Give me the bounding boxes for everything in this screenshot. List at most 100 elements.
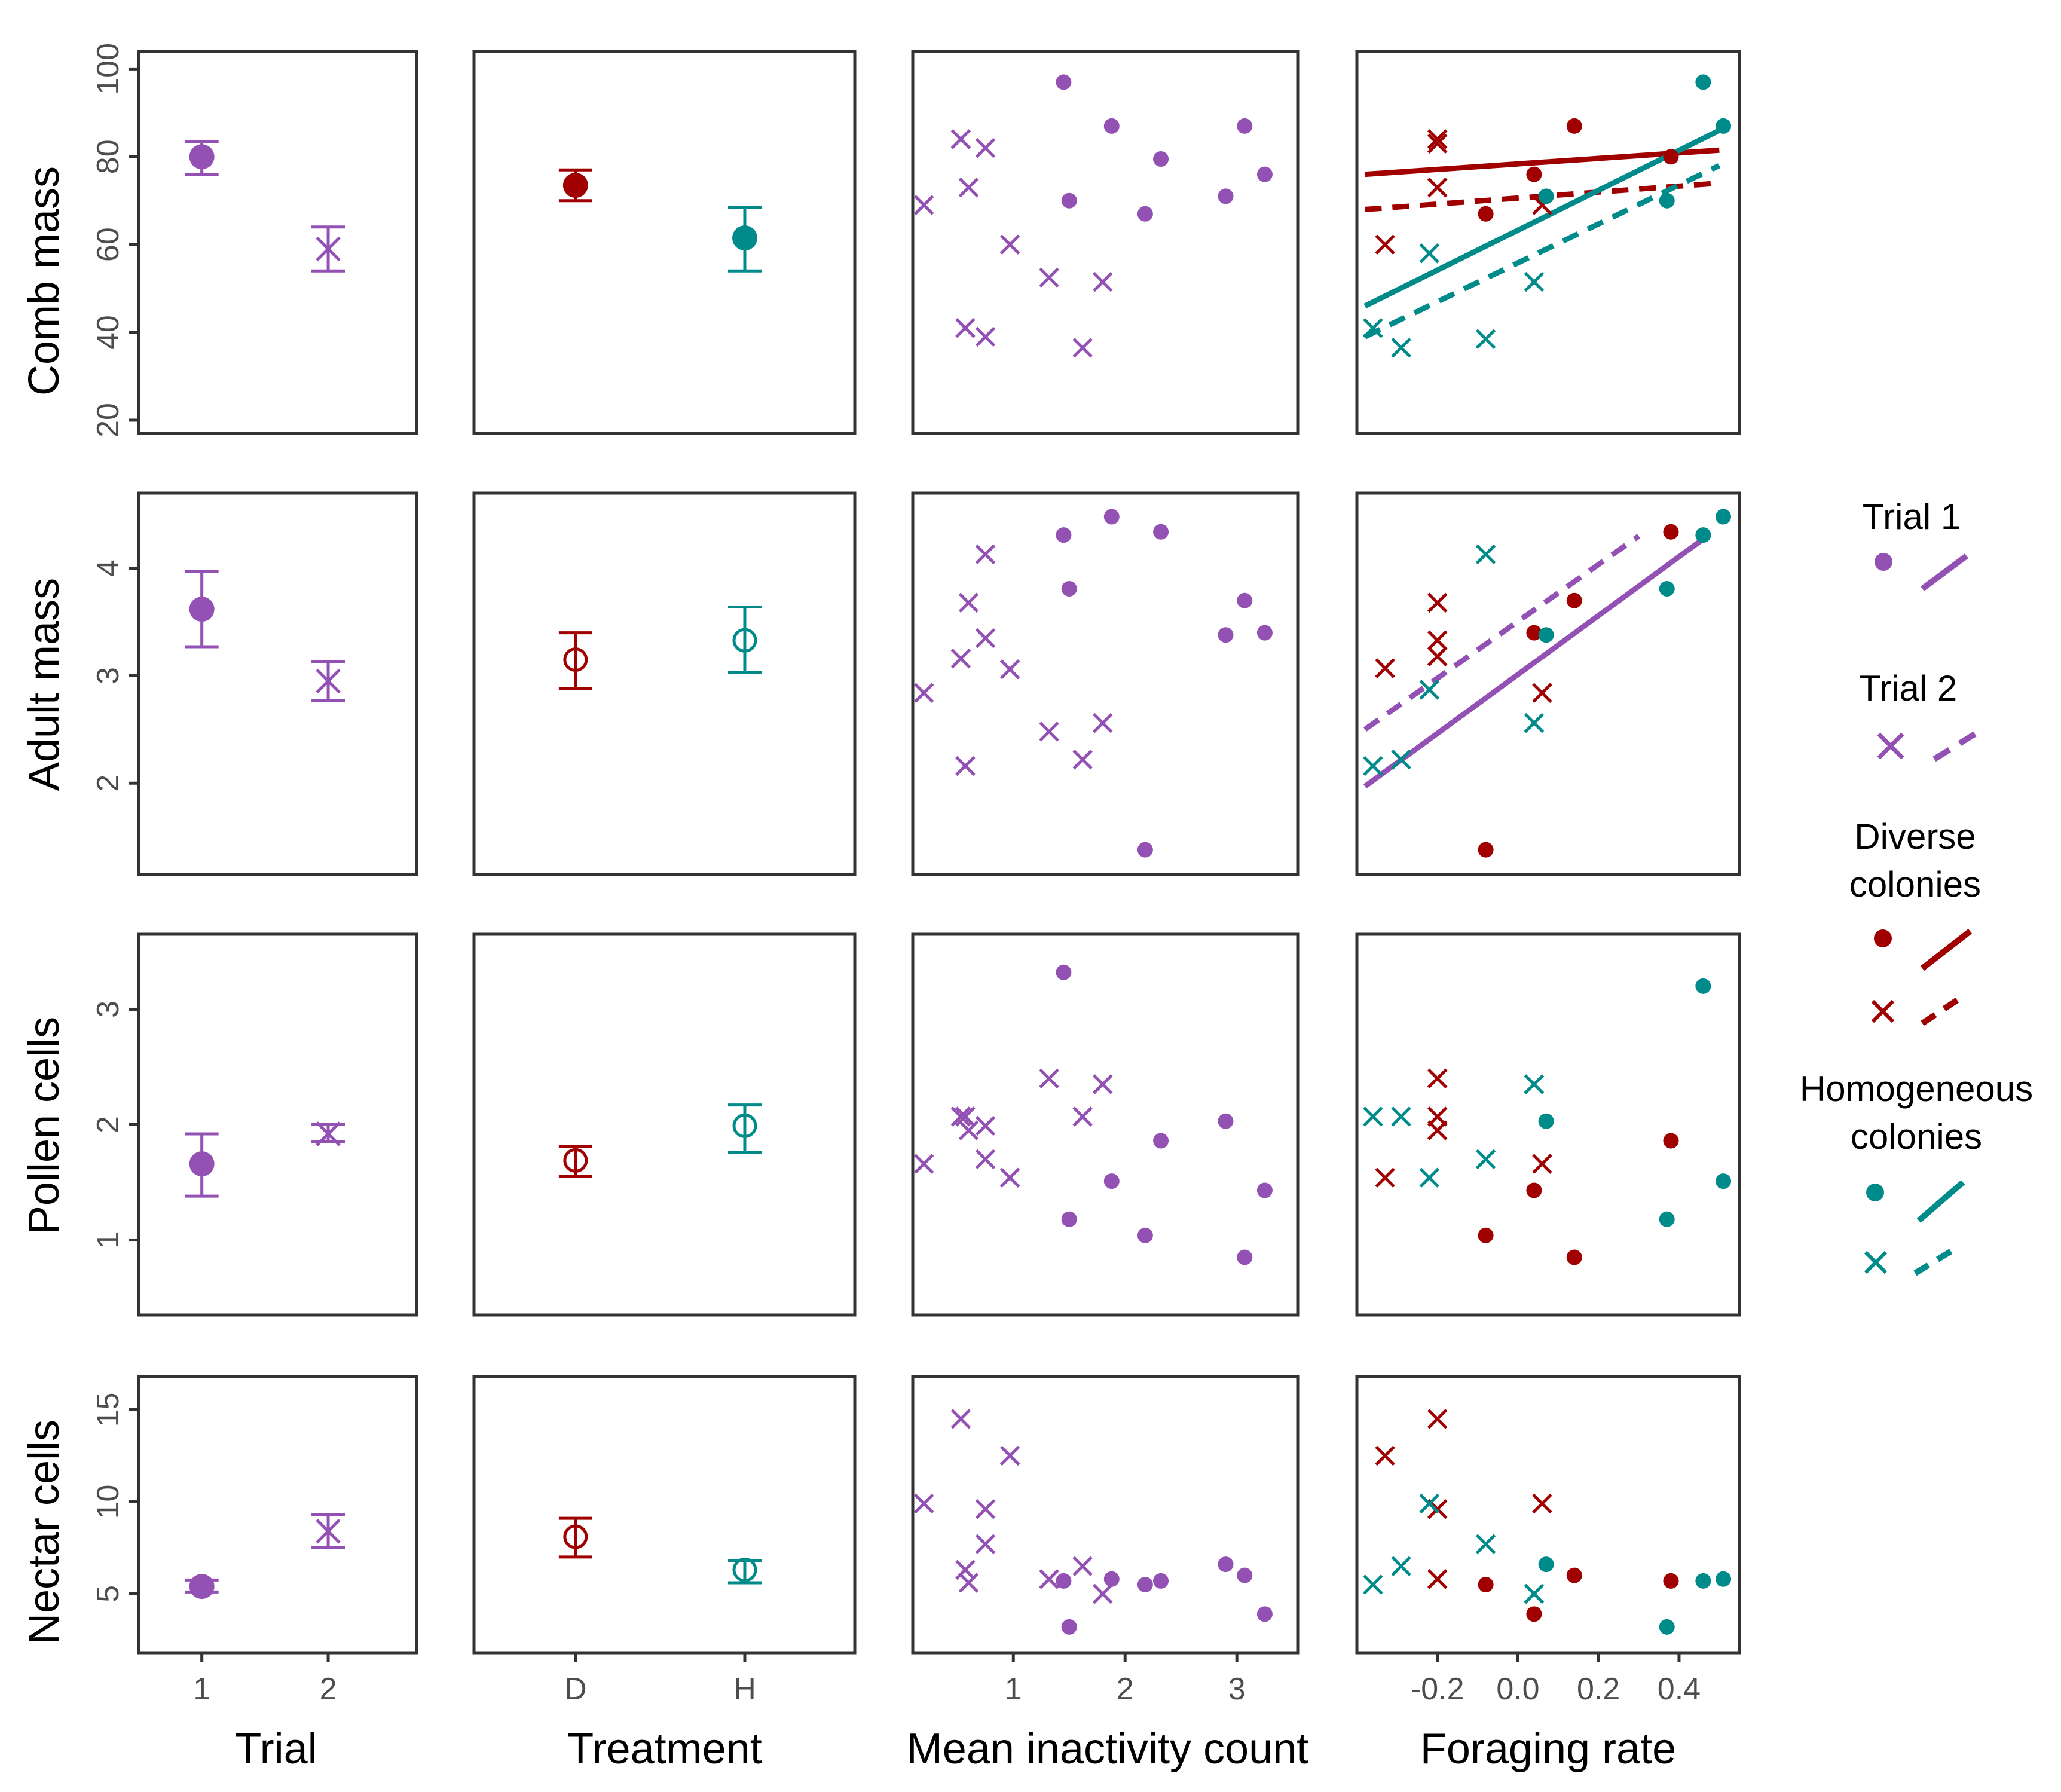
foraging-point-D-t1-r3-2 [1566,1567,1582,1583]
panel-frame-r2-c1 [472,932,857,1317]
foraging-point-D-t2-r2-1 [1427,1068,1448,1089]
inactivity-point-t2-r3-5 [1039,1569,1059,1589]
inactivity-point-t2-r2-6-stroke-b [1093,1074,1113,1094]
trial1-mean-point [189,597,215,622]
foraging-point-H-t1-r3-0 [1538,1556,1554,1573]
inactivity-point-t2-r0-9-stroke-b [975,326,996,347]
panel-grid: 20 40 60 80 100 2 3 4 1 2 3 5 10 15 1 2 D H 1 2 3 -0.2 0.0 0.2 0… [91,43,1741,1707]
inactivity-point-t2-r3-8 [955,1559,976,1580]
xlabel-treatment: Treatment [567,1725,762,1773]
foraging-point-H-t2-r1-2-stroke-b [1419,680,1440,700]
trial-mean-r3-0 [185,1574,219,1600]
trial2-mean-point [316,236,341,262]
foraging-point-D-t2-r0-0-stroke-b [1375,234,1395,255]
foraging-point-H-t2-r1-0 [1363,756,1383,776]
inactivity-point-t1-r1-7 [1137,842,1153,858]
ylabel-adult-mass: Adult mass [20,578,68,791]
trial-mean-r2-0 [185,1132,219,1198]
trial-mean-r1-0 [185,570,219,649]
foraging-point-H-t1-r2-3 [1716,1173,1732,1189]
inactivity-point-t2-r3-1 [950,1409,971,1429]
inactivity-point-t2-r2-5 [1039,1068,1059,1089]
inactivity-point-t1-r3-7 [1137,1577,1153,1593]
xtick-label-c2-0: 1 [1005,1672,1022,1707]
inactivity-point-t1-r0-5 [1256,166,1273,182]
foraging-point-H-t2-r2-4 [1524,1074,1545,1094]
panel-frame-r0-c1 [472,50,857,435]
legend-diverse-line [1920,929,1973,971]
trial1-mean-point [189,1574,215,1600]
inactivity-point-t2-r1-1-stroke-b [950,648,971,669]
foraging-point-H-t2-r1-3-stroke-b [1475,544,1496,565]
foraging-point-D-t2-r3-2-stroke-b [1427,1499,1448,1519]
foraging-point-H-t2-r3-0-stroke-b [1363,1574,1383,1595]
inactivity-point-t2-r2-3 [975,1115,996,1136]
legend-trial1-line [1921,553,1968,592]
y-axis-labels: Comb mass Adult mass Pollen cells Nectar… [20,166,68,1644]
inactivity-point-t2-r0-2-stroke-b [958,177,979,198]
foraging-point-H-t2-r2-1-stroke-b [1391,1106,1411,1127]
trial2-mean-point [316,668,341,694]
ytick-label-r1-1: 3 [91,667,126,684]
inactivity-point-t1-r1-1 [1103,509,1120,525]
foraging-point-D-t2-r2-3-stroke-b [1427,1120,1448,1140]
inactivity-point-t2-r1-3 [975,544,996,565]
foraging-point-D-t2-r3-0 [1375,1445,1395,1466]
treatment-mean-r3-1 [727,1557,762,1585]
foraging-point-H-t1-r3-1 [1659,1619,1675,1635]
foraging-point-D-t2-r1-1-stroke-b [1427,592,1448,613]
panel-frame-r1-c2 [911,491,1300,876]
foraging-point-H-t2-r1-1-stroke-b [1391,749,1411,770]
trial2-mean-point [316,1121,341,1146]
foraging-point-H-t2-r2-1 [1391,1106,1411,1127]
foraging-point-D-t2-r0-2-stroke-b [1427,133,1448,154]
foraging-point-H-t2-r0-4-stroke-b [1524,271,1545,292]
inactivity-point-t1-r0-4 [1237,118,1253,134]
foraging-point-H-t1-r1-2 [1695,527,1711,543]
inactivity-point-t2-r2-4 [999,1167,1020,1188]
foraging-point-H-t2-r0-1-stroke-b [1391,338,1411,358]
ytick-label-r0-2: 60 [91,227,126,262]
inactivity-point-t2-r1-9 [975,628,996,649]
foraging-point-D-t1-r1-2 [1566,592,1582,608]
inactivity-point-t2-r3-6-stroke-b [1093,1583,1113,1604]
ylabel-comb-mass: Comb mass [20,166,68,396]
foraging-point-D-t2-r2-0 [1375,1167,1395,1188]
inactivity-point-t1-r2-5 [1256,1182,1273,1198]
foraging-point-D-t1-r0-1 [1526,166,1542,182]
inactivity-point-t2-r0-8 [955,317,976,338]
trial1-mean-point [189,1151,215,1177]
foraging-point-D-t2-r1-2 [1427,630,1448,650]
legend-diverse-cross-stroke-b [1871,999,1895,1023]
foraging-point-D-t2-r0-1 [1427,129,1448,149]
foraging-point-D-t2-r1-4 [1532,683,1552,704]
inactivity-point-t2-r1-4 [999,659,1020,680]
foraging-point-D-t2-r1-0 [1375,658,1395,678]
fit-line-4-T-trial1 [1363,534,1709,789]
inactivity-point-t1-r0-6 [1218,188,1234,204]
foraging-point-H-t2-r0-0-stroke-b [1363,317,1383,338]
inactivity-point-t2-r1-3-stroke-b [975,544,996,565]
inactivity-point-t1-r2-0 [1056,964,1072,980]
legend-trial2-point-stroke-b [1877,732,1904,760]
foraging-point-D-t1-r0-0 [1478,206,1494,222]
inactivity-point-t2-r0-2 [958,177,979,198]
foraging-point-D-t1-r0-2 [1566,118,1582,134]
inactivity-point-t2-r3-7 [1072,1556,1093,1577]
inactivity-point-t2-r0-8-stroke-b [955,317,976,338]
inactivity-point-t2-r2-4-stroke-b [999,1167,1020,1188]
foraging-point-H-t1-r0-3 [1716,118,1732,134]
inactivity-point-t2-r2-7-stroke-b [1072,1106,1093,1127]
inactivity-point-t1-r3-1 [1103,1571,1120,1587]
foraging-point-H-t2-r3-4-stroke-b [1524,1583,1545,1604]
inactivity-point-t2-r2-3-stroke-b [975,1115,996,1136]
xtick-label-c1-0: D [564,1672,587,1707]
treatment-mean-point-D [563,1524,588,1549]
inactivity-point-t1-r3-0 [1056,1573,1072,1589]
foraging-point-D-t2-r3-1 [1427,1409,1448,1429]
legend-trial2-point [1877,732,1904,760]
inactivity-point-t1-r1-3 [1061,580,1077,597]
foraging-point-H-t1-r2-2 [1695,978,1711,994]
inactivity-point-t1-r1-6 [1218,627,1234,643]
